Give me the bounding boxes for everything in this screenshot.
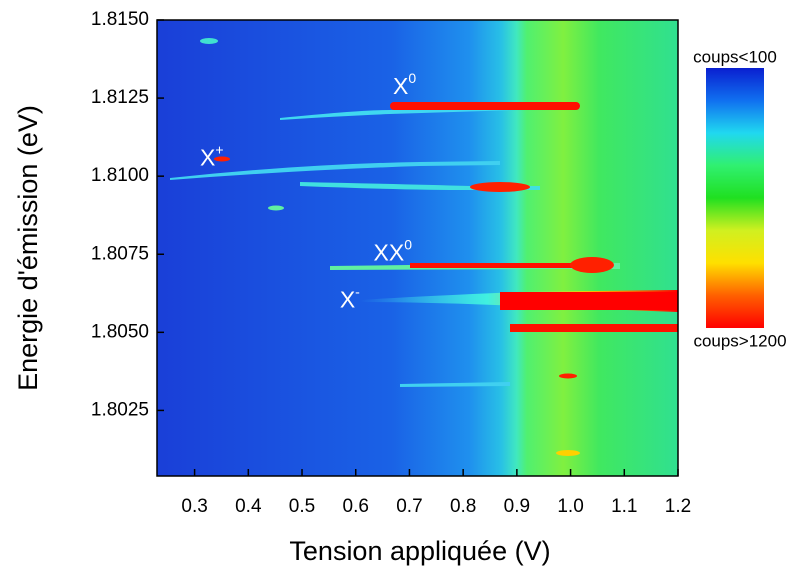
y-tick-label: 1.8050 bbox=[91, 321, 149, 342]
y-tick-label: 1.8075 bbox=[91, 243, 149, 264]
y-tick-label: 1.8125 bbox=[91, 87, 149, 108]
heatmap bbox=[157, 20, 678, 476]
x-tick-label: 0.4 bbox=[235, 496, 262, 517]
x-tick-label: 1.2 bbox=[665, 496, 691, 517]
annotation: XX0 bbox=[374, 236, 413, 265]
annotation-sup: 0 bbox=[404, 236, 412, 252]
annotation-text: X bbox=[393, 73, 408, 99]
annotation-sup: + bbox=[215, 141, 223, 157]
y-tick-label: 1.8150 bbox=[91, 9, 149, 30]
colorbar-top-label: coups<100 bbox=[693, 47, 777, 66]
annotation-sup: 0 bbox=[408, 69, 416, 85]
annotation: X- bbox=[340, 283, 360, 312]
x-tick-label: 1.0 bbox=[557, 496, 583, 517]
y-tick-label: 1.8025 bbox=[91, 399, 149, 420]
annotation-text: X bbox=[340, 287, 355, 313]
annotation: X0 bbox=[393, 69, 416, 98]
colorbar-bottom-label: coups>1200 bbox=[693, 331, 786, 350]
annotation: X+ bbox=[200, 141, 224, 170]
plot-frame bbox=[156, 19, 679, 477]
x-tick-label: 0.6 bbox=[343, 496, 369, 517]
x-tick-label: 0.5 bbox=[289, 496, 315, 517]
annotation-sup: - bbox=[355, 283, 360, 299]
annotation-text: X bbox=[200, 145, 215, 171]
x-tick-label: 0.7 bbox=[396, 496, 422, 517]
x-axis-label: Tension appliquée (V) bbox=[289, 536, 550, 566]
colorbar-scale bbox=[706, 68, 764, 328]
x-tick-label: 0.8 bbox=[450, 496, 476, 517]
x-tick-label: 0.3 bbox=[181, 496, 207, 517]
y-axis-label: Energie d'émission (eV) bbox=[13, 105, 43, 391]
y-tick-label: 1.8100 bbox=[91, 165, 149, 186]
annotation-text: XX bbox=[374, 240, 405, 266]
x-tick-label: 1.1 bbox=[611, 496, 637, 517]
x-tick-label: 0.9 bbox=[504, 496, 530, 517]
colorbar: coups<100 coups>1200 bbox=[693, 47, 786, 350]
